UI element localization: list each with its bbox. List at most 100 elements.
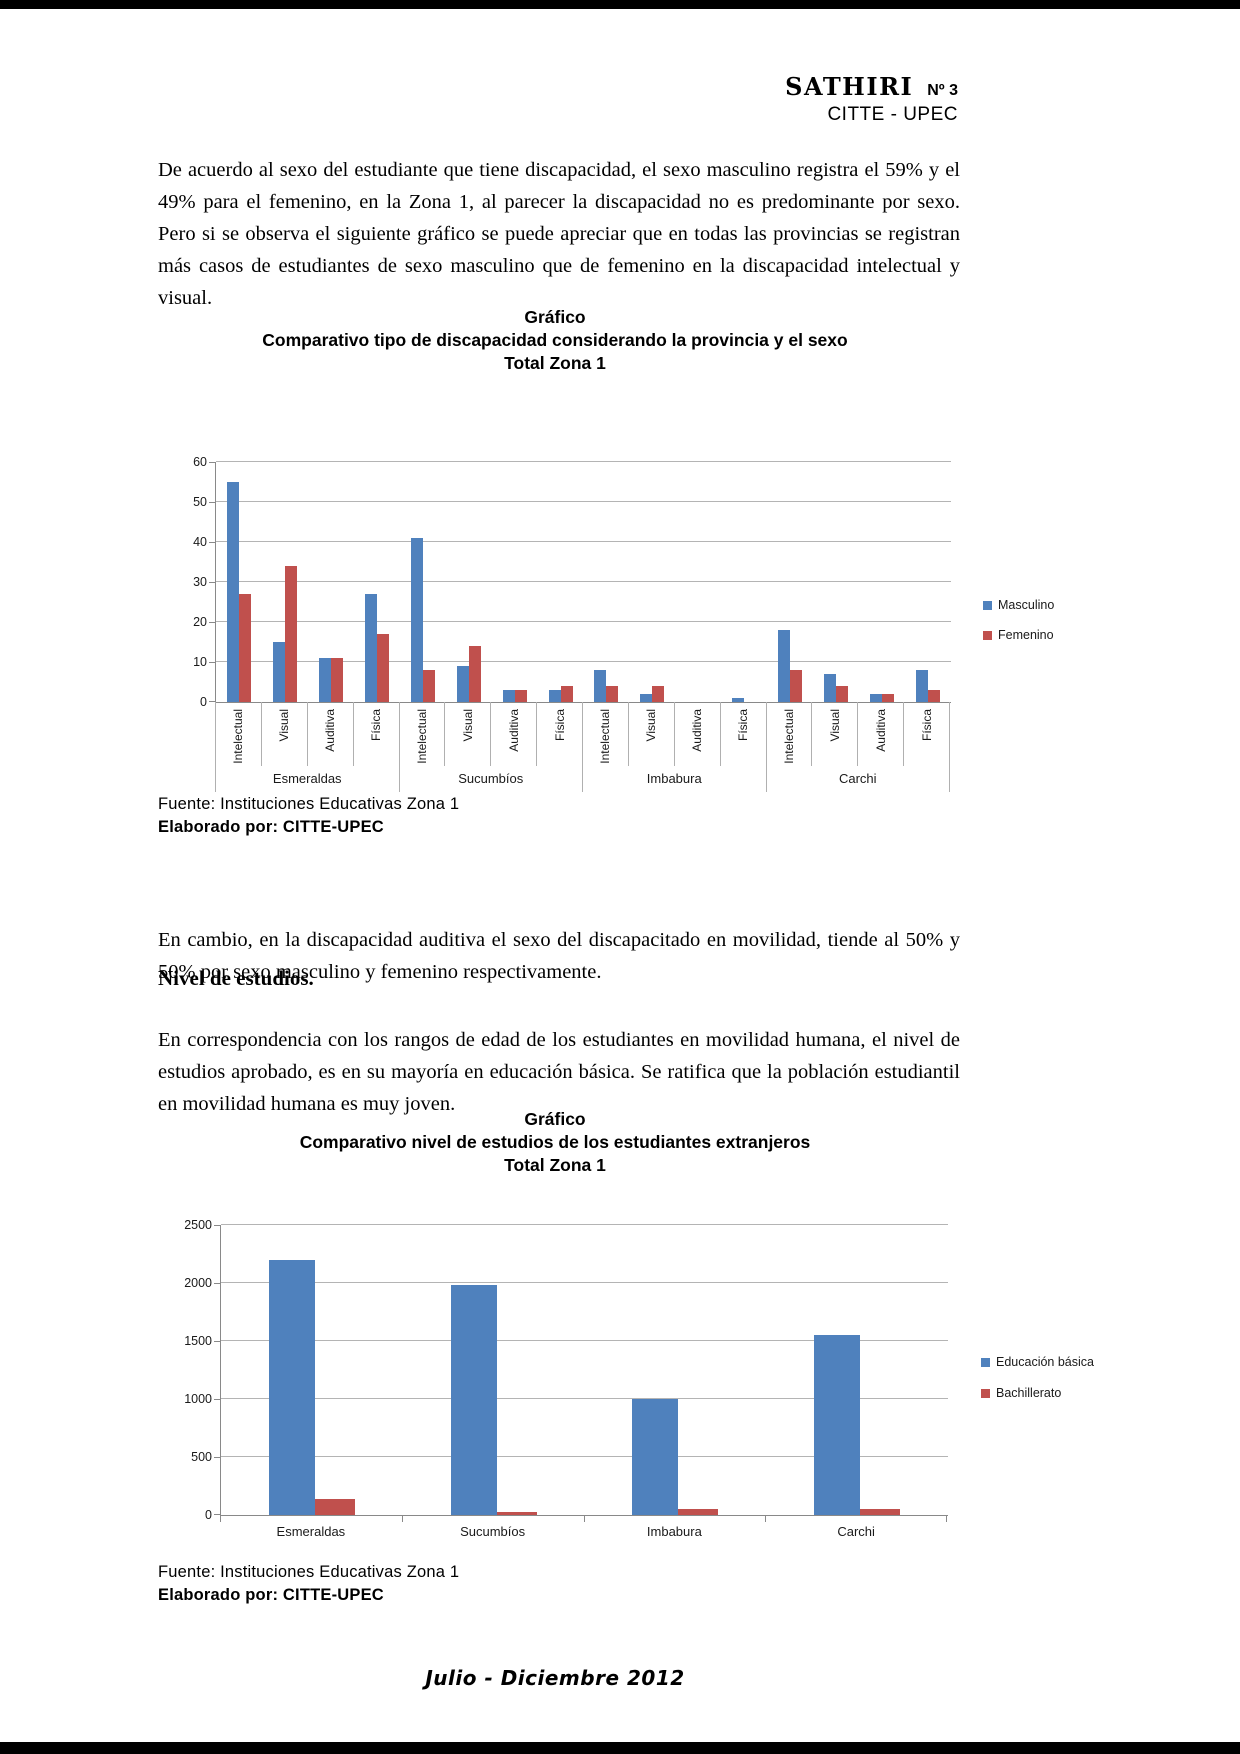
category-cell: Intelectual (398, 702, 445, 766)
legend-item: Femenino (983, 628, 1054, 642)
category-cell: Física (352, 702, 399, 766)
bars-layer (221, 1225, 948, 1515)
y-axis-label: 2500 (184, 1218, 212, 1232)
bar-educación-básica (814, 1335, 861, 1515)
category-cell: Visual (627, 702, 674, 766)
y-axis-tick (214, 1225, 221, 1226)
category-label: Visual (460, 709, 475, 742)
bar-femenino (882, 694, 895, 702)
bar-femenino (928, 690, 941, 702)
bar-femenino (652, 686, 665, 702)
bar-femenino (836, 686, 849, 702)
category-label: Auditiva (506, 709, 521, 752)
bar-bachillerato (314, 1499, 355, 1515)
bar-femenino (514, 690, 527, 702)
bar-group (492, 690, 538, 702)
bar-group (767, 630, 813, 702)
category-cell: Física (536, 702, 582, 766)
gridline (221, 1282, 948, 1283)
bar-masculino (916, 670, 929, 702)
bar-group (538, 686, 584, 702)
bar-femenino (468, 646, 481, 702)
chart1-elaborated-note: Elaborado por: CITTE-UPEC (158, 818, 384, 836)
category-label: Visual (277, 709, 292, 742)
bar-masculino (870, 694, 883, 702)
category-label: Intelectual (231, 709, 246, 764)
y-axis-label: 60 (193, 455, 207, 469)
bar-group (216, 482, 262, 702)
y-axis-label: 1000 (184, 1392, 212, 1406)
chart1-source-note: Fuente: Instituciones Educativas Zona 1 (158, 795, 460, 813)
legend-label: Femenino (998, 628, 1054, 642)
gridline (216, 541, 951, 542)
y-axis-tick (209, 622, 216, 623)
chart1-title-line3: Total Zona 1 (504, 353, 606, 373)
y-axis-tick (209, 701, 216, 702)
category-label: Imbabura (646, 1524, 702, 1539)
chart-disability-by-province-sex: 0 10 20 30 40 50 60 Intelectual Visual Auditiva Fí… (165, 400, 1235, 800)
legend-swatch (983, 630, 992, 640)
category-label: Intelectual (781, 709, 796, 764)
y-axis-tick (214, 1457, 221, 1458)
y-axis-label: 40 (193, 535, 207, 549)
gridline (216, 461, 951, 462)
bar-group (262, 566, 308, 702)
bar-masculino (732, 698, 745, 702)
y-axis-tick (209, 662, 216, 663)
bottom-scan-bar (0, 1742, 1240, 1754)
category-cell: Sucumbíos (401, 1515, 584, 1543)
page-header: SATHIRI Nº 3 CITTE - UPEC (785, 72, 958, 127)
legend-item: Bachillerato (981, 1386, 1094, 1400)
bar-group (221, 1260, 403, 1515)
category-label: Física (369, 709, 384, 742)
bar-group (905, 670, 951, 702)
bar-group (585, 1399, 767, 1515)
chart1-title: Gráfico Comparativo tipo de discapacidad… (155, 306, 955, 375)
issue-number: Nº 3 (927, 82, 958, 99)
bar-femenino (238, 594, 251, 702)
bar-femenino (330, 658, 343, 702)
gridline (216, 581, 951, 582)
legend: Masculino Femenino (983, 598, 1054, 658)
chart1-title-line1: Gráfico (524, 307, 586, 327)
bars-layer (216, 462, 951, 702)
bar-femenino (284, 566, 297, 702)
paragraph-sex-disability: De acuerdo al sexo del estudiante que ti… (158, 158, 960, 309)
chart2-elaborated-note: Elaborado por: CITTE-UPEC (158, 1586, 384, 1604)
category-axis: Intelectual Visual Auditiva Física Intelectu… (215, 702, 950, 766)
bar-group (859, 694, 905, 702)
category-cell: Esmeraldas (220, 1515, 402, 1543)
bar-masculino (226, 482, 239, 702)
category-cell: Imbabura (583, 1515, 766, 1543)
gridline (221, 1398, 948, 1399)
y-axis-label: 30 (193, 575, 207, 589)
legend-swatch (981, 1357, 990, 1367)
category-label: Auditiva (690, 709, 705, 752)
org-name: CITTE - UPEC (827, 104, 958, 125)
category-label: Física (736, 709, 751, 742)
header-line-1: SATHIRI Nº 3 (785, 72, 958, 102)
bar-group (308, 658, 354, 702)
footer-date: Julio - Diciembre 2012 (425, 1666, 685, 1690)
category-cell: Visual (444, 702, 490, 766)
category-axis: Esmeraldas Sucumbíos Imbabura Carchi (220, 1515, 947, 1543)
gridline (221, 1340, 948, 1341)
y-axis-label: 50 (193, 495, 207, 509)
category-label: Carchi (837, 1524, 875, 1539)
group-label: Carchi (765, 766, 950, 792)
legend-label: Masculino (998, 598, 1055, 612)
category-label: Intelectual (414, 709, 429, 764)
bar-group (354, 594, 400, 702)
gridline (221, 1456, 948, 1457)
legend: Educación básica Bachillerato (981, 1355, 1094, 1417)
y-axis-label: 0 (205, 1508, 212, 1522)
y-axis-label: 2000 (184, 1276, 212, 1290)
bar-femenino (606, 686, 619, 702)
chart2-title-line3: Total Zona 1 (504, 1155, 606, 1175)
category-cell: Visual (811, 702, 857, 766)
group-label: Imbabura (582, 766, 766, 792)
group-label: Esmeraldas (215, 766, 399, 792)
category-cell: Física (903, 702, 949, 766)
category-label: Física (552, 709, 567, 742)
category-label: Visual (827, 709, 842, 742)
